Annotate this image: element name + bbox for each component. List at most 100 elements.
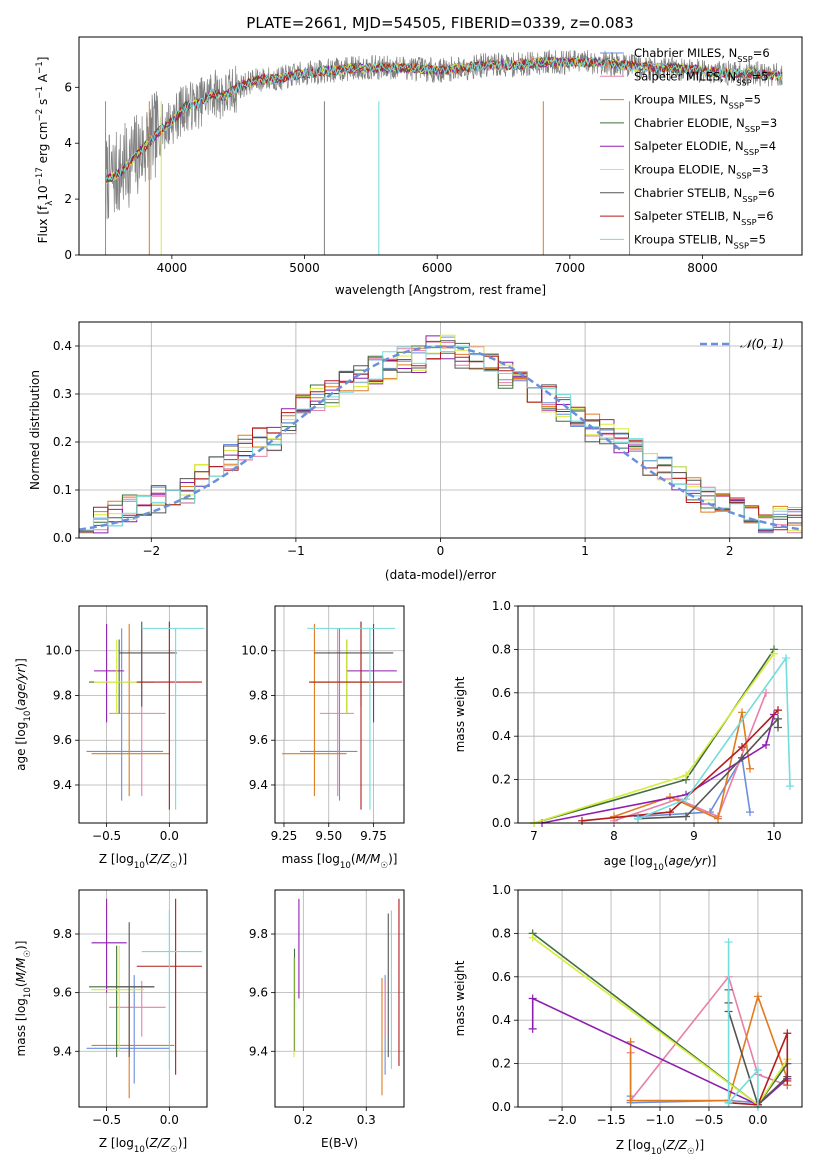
label-part: mass [log	[282, 852, 340, 866]
mass-weight-line-2	[613, 712, 751, 820]
label-part: (	[14, 982, 28, 987]
residual-histogram-6	[79, 340, 802, 532]
label-part: E(B-V)	[321, 1136, 358, 1150]
label-part: )]	[388, 852, 397, 866]
y-tick-label: 9.8	[249, 688, 268, 702]
mass-weight-marker	[528, 994, 537, 1003]
x-tick-label: 9	[690, 829, 698, 843]
label-part: =5	[744, 93, 761, 107]
mass-weight-marker	[610, 812, 618, 821]
axes-frame	[517, 605, 803, 824]
age-vs-mass-panel: 9.25 9.50 9.75 9.4 9.6 9.8 10.0 mass [log10(M/M…	[241, 605, 405, 871]
label-part: ]	[36, 57, 50, 62]
label-part: SSP	[736, 171, 751, 181]
label-part: 10	[340, 861, 351, 871]
x-tick-label: −1.0	[645, 1113, 674, 1127]
mass-weight-marker	[753, 1066, 762, 1075]
x-tick-label: −1	[287, 544, 305, 558]
label-part: ☉	[380, 861, 388, 871]
x-tick-label: −2.0	[547, 1113, 576, 1127]
mass-weight-line-7	[581, 709, 779, 822]
x-tick-label: 6000	[422, 261, 453, 275]
x-tick-label: 1	[581, 544, 589, 558]
label-part: mass [log	[14, 998, 28, 1056]
x-axis-label: Z [log10(Z/Z☉)]	[616, 1138, 704, 1157]
model-spectrum-line-8	[105, 56, 783, 182]
x-tick-label: 4000	[157, 261, 188, 275]
residuals-panel: −2 −1 0 1 2 0.0 0.1 0.2 0.3 0.4 (data-model)/error…	[28, 321, 803, 582]
mass-weight-marker	[666, 808, 674, 817]
y-tick-label: 9.6	[53, 733, 72, 747]
mass-vs-metallicity-panel: −0.5 0.09.49.69.8Z [log10(Z/Z☉)]mass [log…	[14, 889, 208, 1155]
y-tick-label: 9.8	[53, 927, 72, 941]
label-part: −1	[35, 61, 45, 74]
y-tick-label: 9.4	[249, 1044, 268, 1058]
y-tick-label: 6	[64, 80, 72, 94]
y-tick-label: 0.3	[53, 387, 72, 401]
x-tick-label: 2	[726, 544, 734, 558]
mass-weight-marker	[634, 814, 642, 823]
label-part: (	[145, 1136, 150, 1150]
y-tick-label: 4	[64, 136, 72, 150]
legend-entry: Salpeter MILES, NSSP=5	[634, 69, 769, 87]
label-part: 10	[653, 863, 664, 873]
mass-weight-marker	[738, 708, 746, 717]
label-part: A	[36, 73, 50, 86]
mass-weight-marker	[578, 816, 586, 825]
label-part: )]	[695, 1138, 704, 1152]
label-part: (	[664, 854, 669, 868]
axes-frame	[78, 605, 208, 824]
x-axis-label: (data-model)/error	[385, 568, 496, 582]
label-part: ☉	[170, 861, 178, 871]
spectrum-legend: Chabrier MILES, NSSP=6 Salpeter MILES, NS…	[600, 46, 777, 250]
y-tick-label: 0.6	[492, 970, 511, 984]
y-tick-label: 10.0	[45, 644, 72, 658]
label-part: −17	[35, 167, 45, 185]
legend-entry: Salpeter STELIB, NSSP=6	[634, 209, 774, 227]
mass-weight-marker	[724, 1098, 733, 1107]
x-tick-label: 0.0	[748, 1113, 767, 1127]
x-axis-label: age [log10(age/yr)]	[604, 854, 717, 873]
mass-weight-marker	[774, 706, 782, 715]
x-tick-label: 10	[766, 829, 781, 843]
mass-weight-marker	[753, 992, 762, 1001]
age-vs-metallicity-panel: −0.5 0.09.49.69.810.0Z [log10(Z/Z☉)]age […	[14, 605, 208, 871]
label-part: 𝒩(0, 1)	[740, 337, 784, 351]
mass-weight-marker	[738, 743, 746, 752]
mass-weight-marker	[762, 688, 770, 697]
mass-weight-marker	[762, 740, 770, 749]
x-axis-label: E(B-V)	[321, 1136, 358, 1150]
mass-vs-ebv-panel: 0.2 0.3 9.4 9.6 9.8 E(B-V)	[249, 889, 405, 1150]
y-tick-label: 9.6	[53, 986, 72, 1000]
mass-weight-marker	[682, 771, 690, 780]
label-part: 10	[36, 185, 50, 200]
y-tick-label: 0.6	[492, 686, 511, 700]
label-part: =5	[749, 232, 766, 246]
label-part: =6	[753, 46, 770, 60]
mass-weight-marker	[724, 938, 733, 947]
x-tick-label: 9.25	[271, 829, 298, 843]
y-axis-label: mass [log10(M/M☉)]	[14, 941, 33, 1057]
label-part: M/M	[356, 852, 381, 866]
legend-entry: Chabrier ELODIE, NSSP=3	[634, 116, 777, 134]
y-tick-label: 9.8	[249, 927, 268, 941]
label-part: Z/Z	[149, 852, 171, 866]
label-part: M/M	[14, 957, 28, 982]
label-part: =6	[757, 209, 774, 223]
y-tick-label: 0.4	[53, 339, 72, 353]
y-tick-label: 0.0	[492, 816, 511, 830]
x-tick-label: −0.5	[694, 1113, 723, 1127]
legend-entry: Chabrier MILES, NSSP=6	[634, 46, 770, 64]
mass-weight-marker	[774, 723, 782, 732]
x-tick-label: 8	[610, 829, 618, 843]
figure-title: PLATE=2661, MJD=54505, FIBERID=0339, z=0…	[246, 14, 633, 32]
label-part: λ	[45, 201, 55, 206]
label-part: Z [log	[99, 852, 134, 866]
y-tick-label: 9.4	[53, 778, 72, 792]
x-tick-label: 0.3	[357, 1113, 376, 1127]
axes-frame	[274, 605, 405, 824]
mass-weight-marker	[746, 764, 754, 773]
label-part: Z [log	[616, 1138, 651, 1152]
label-part: Z/Z	[149, 1136, 171, 1150]
